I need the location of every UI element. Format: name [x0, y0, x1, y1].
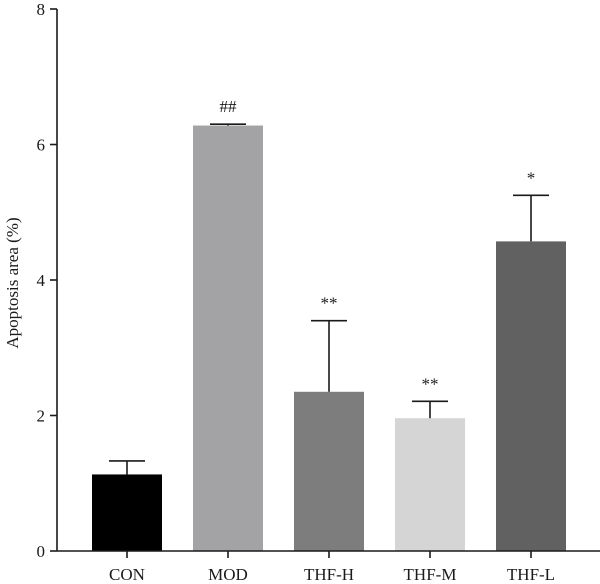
- x-tick-label-thf-h: THF-H: [304, 565, 354, 584]
- y-tick-label: 8: [37, 0, 46, 19]
- significance-thf-l: *: [527, 168, 536, 187]
- bar-thf-m: [395, 418, 465, 551]
- x-axis: CON MOD THF-H THF-M THF-L: [57, 550, 600, 584]
- y-tick-label: 2: [37, 407, 46, 426]
- y-tick-label: 4: [37, 271, 46, 290]
- y-axis: 0 2 4 6 8: [37, 0, 58, 561]
- significance-thf-m: **: [422, 374, 439, 393]
- bar-thf-h: [294, 391, 364, 551]
- y-axis-title: Apoptosis area (%): [3, 217, 22, 348]
- error-bars-group: [109, 123, 549, 475]
- bar-con: [92, 474, 162, 551]
- bar-thf-l: [496, 241, 566, 551]
- y-tick-label: 6: [37, 136, 46, 155]
- x-tick-label-con: CON: [109, 565, 145, 584]
- x-tick-label-thf-m: THF-M: [404, 565, 457, 584]
- bar-mod: [193, 125, 263, 551]
- y-tick-label: 0: [37, 542, 46, 561]
- significance-mod: ##: [220, 97, 238, 116]
- x-tick-label-thf-l: THF-L: [507, 565, 555, 584]
- x-tick-label-mod: MOD: [208, 565, 248, 584]
- bars-group: [92, 125, 566, 551]
- significance-thf-h: **: [321, 294, 338, 313]
- significance-marks-group: ##*****: [220, 97, 536, 393]
